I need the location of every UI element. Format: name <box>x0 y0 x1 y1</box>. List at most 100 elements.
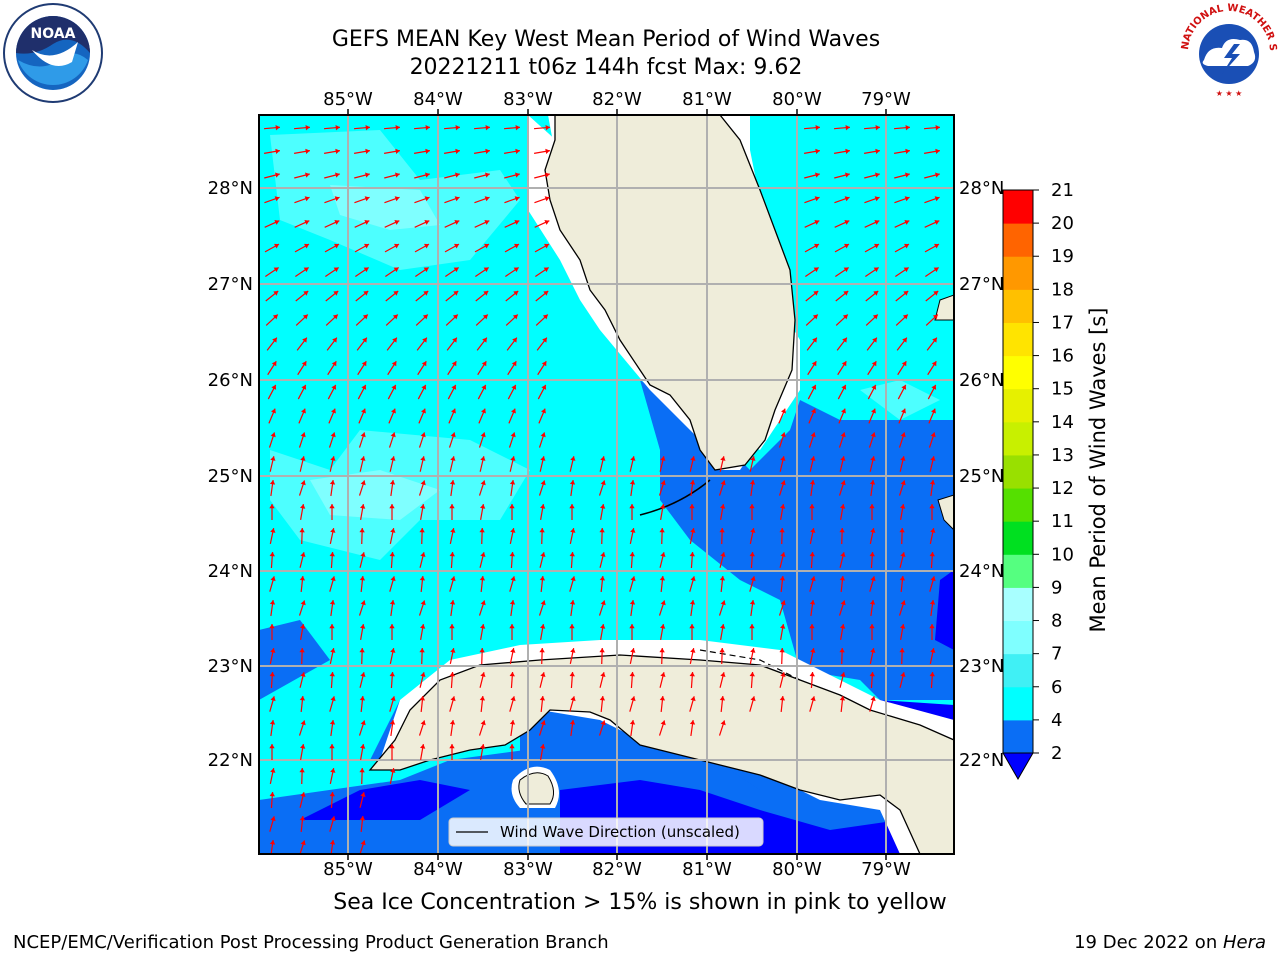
lon-label: 82°W <box>592 89 642 110</box>
lat-label: 24°N <box>208 561 253 582</box>
wave-direction-arrowhead <box>449 480 456 485</box>
wave-direction-arrowhead <box>300 480 306 486</box>
wave-direction-arrowhead <box>544 243 549 249</box>
wave-direction-arrowhead <box>813 267 819 273</box>
wave-direction-arrowhead <box>300 624 306 629</box>
colorbar-segment <box>1003 322 1033 357</box>
wave-direction-arrowhead <box>269 480 276 485</box>
wave-direction-arrowhead <box>300 408 306 414</box>
colorbar-segment <box>1003 289 1033 323</box>
wave-direction-arrowhead <box>630 696 636 702</box>
wave-direction-arrowhead <box>934 196 940 202</box>
wave-direction-arrowhead <box>329 840 336 845</box>
wave-direction-arrowhead <box>750 528 756 533</box>
wave-direction-arrowhead <box>809 600 816 605</box>
colorbar-segment <box>1003 388 1033 423</box>
wave-direction-arrowhead <box>542 337 547 343</box>
wave-direction-arrowhead <box>272 314 278 320</box>
lat-label: 26°N <box>208 370 253 391</box>
wave-direction-arrowhead <box>843 267 849 273</box>
lon-label: 84°W <box>413 859 463 880</box>
wave-direction-arrowhead <box>569 624 575 629</box>
wave-direction-arrowhead <box>485 125 490 131</box>
wave-direction-arrowhead <box>931 384 937 390</box>
wave-direction-arrowhead <box>874 172 880 178</box>
wave-direction-arrowhead <box>301 361 307 367</box>
wave-direction-arrowhead <box>905 125 910 131</box>
wave-direction-arrowhead <box>510 696 516 702</box>
wave-direction-arrowhead <box>900 504 906 509</box>
lon-label: 84°W <box>413 89 463 110</box>
wave-direction-arrowhead <box>270 696 276 702</box>
wave-direction-arrowhead <box>480 744 486 749</box>
wave-direction-arrowhead <box>749 480 756 485</box>
wave-direction-arrowhead <box>420 552 426 557</box>
wave-direction-arrowhead <box>329 720 336 725</box>
lat-label: 23°N <box>208 656 253 677</box>
wave-direction-arrowhead <box>569 672 575 677</box>
wave-direction-arrowhead <box>545 148 550 154</box>
wave-direction-arrowhead <box>362 337 367 343</box>
wave-direction-arrowhead <box>749 552 755 557</box>
wave-direction-arrowhead <box>359 816 366 821</box>
wave-direction-arrowhead <box>600 672 606 677</box>
wave-direction-arrowhead <box>359 696 366 701</box>
wave-direction-arrowhead <box>719 576 726 581</box>
wave-direction-arrowhead <box>810 696 816 702</box>
wave-direction-arrowhead <box>270 816 276 822</box>
wave-direction-arrowhead <box>569 552 575 557</box>
colorbar-segment <box>1003 421 1033 456</box>
wave-direction-arrowhead <box>304 196 310 202</box>
wave-direction-arrowhead <box>269 840 276 845</box>
wave-direction-arrowhead <box>334 172 340 178</box>
wave-direction-arrowhead <box>300 672 306 677</box>
wave-direction-arrowhead <box>329 792 335 797</box>
wave-direction-arrowhead <box>569 504 575 509</box>
wave-direction-arrowhead <box>360 744 366 749</box>
wave-direction-arrowhead <box>389 744 395 749</box>
wave-direction-arrowhead <box>779 696 786 701</box>
colorbar-tick-label: 16 <box>1051 346 1074 367</box>
colorbar-tick-label: 13 <box>1051 445 1074 466</box>
wave-direction-arrowhead <box>394 243 399 249</box>
wave-direction-arrowhead <box>870 408 876 414</box>
wave-direction-arrowhead <box>544 196 550 202</box>
colorbar-segment <box>1003 454 1033 489</box>
wave-direction-arrowhead <box>359 528 365 533</box>
wave-direction-arrowhead <box>270 648 276 653</box>
wave-direction-arrowhead <box>690 696 696 702</box>
wave-direction-arrowhead <box>395 148 400 154</box>
wave-direction-arrowhead <box>660 552 666 557</box>
wave-direction-arrowhead <box>933 291 939 296</box>
wave-direction-arrowhead <box>719 648 725 653</box>
wave-direction-arrowhead <box>480 432 486 438</box>
wave-direction-arrowhead <box>873 291 879 296</box>
wave-direction-arrowhead <box>479 696 486 701</box>
wave-direction-arrowhead <box>509 744 515 749</box>
wave-direction-arrowhead <box>600 720 606 726</box>
wave-direction-arrowhead <box>935 125 940 131</box>
wave-direction-arrowhead <box>361 361 367 367</box>
colorbar-tick-label: 17 <box>1051 312 1074 333</box>
wave-direction-arrowhead <box>423 267 429 273</box>
wave-direction-arrowhead <box>513 267 519 273</box>
wave-direction-arrowhead <box>904 220 910 225</box>
wave-direction-arrowhead <box>420 456 426 461</box>
wave-direction-arrowhead <box>484 220 490 225</box>
wave-direction-arrowhead <box>840 504 846 509</box>
wave-direction-arrowhead <box>333 267 339 273</box>
wave-direction-arrowhead <box>839 648 845 653</box>
wave-direction-arrowhead <box>900 552 906 557</box>
wave-direction-arrowhead <box>779 648 785 653</box>
wave-direction-arrowhead <box>334 196 340 202</box>
colorbar-tick-label: 9 <box>1051 577 1062 598</box>
wave-direction-arrowhead <box>304 172 310 178</box>
noaa-logo-text: NOAA <box>31 26 76 42</box>
wave-direction-arrowhead <box>929 672 935 677</box>
wave-direction-arrowhead <box>390 696 396 702</box>
wave-direction-arrowhead <box>509 624 515 629</box>
wave-direction-arrowhead <box>421 361 427 367</box>
wave-direction-arrowhead <box>420 480 426 486</box>
wave-direction-arrowhead <box>814 172 820 178</box>
wave-direction-arrowhead <box>453 267 459 273</box>
